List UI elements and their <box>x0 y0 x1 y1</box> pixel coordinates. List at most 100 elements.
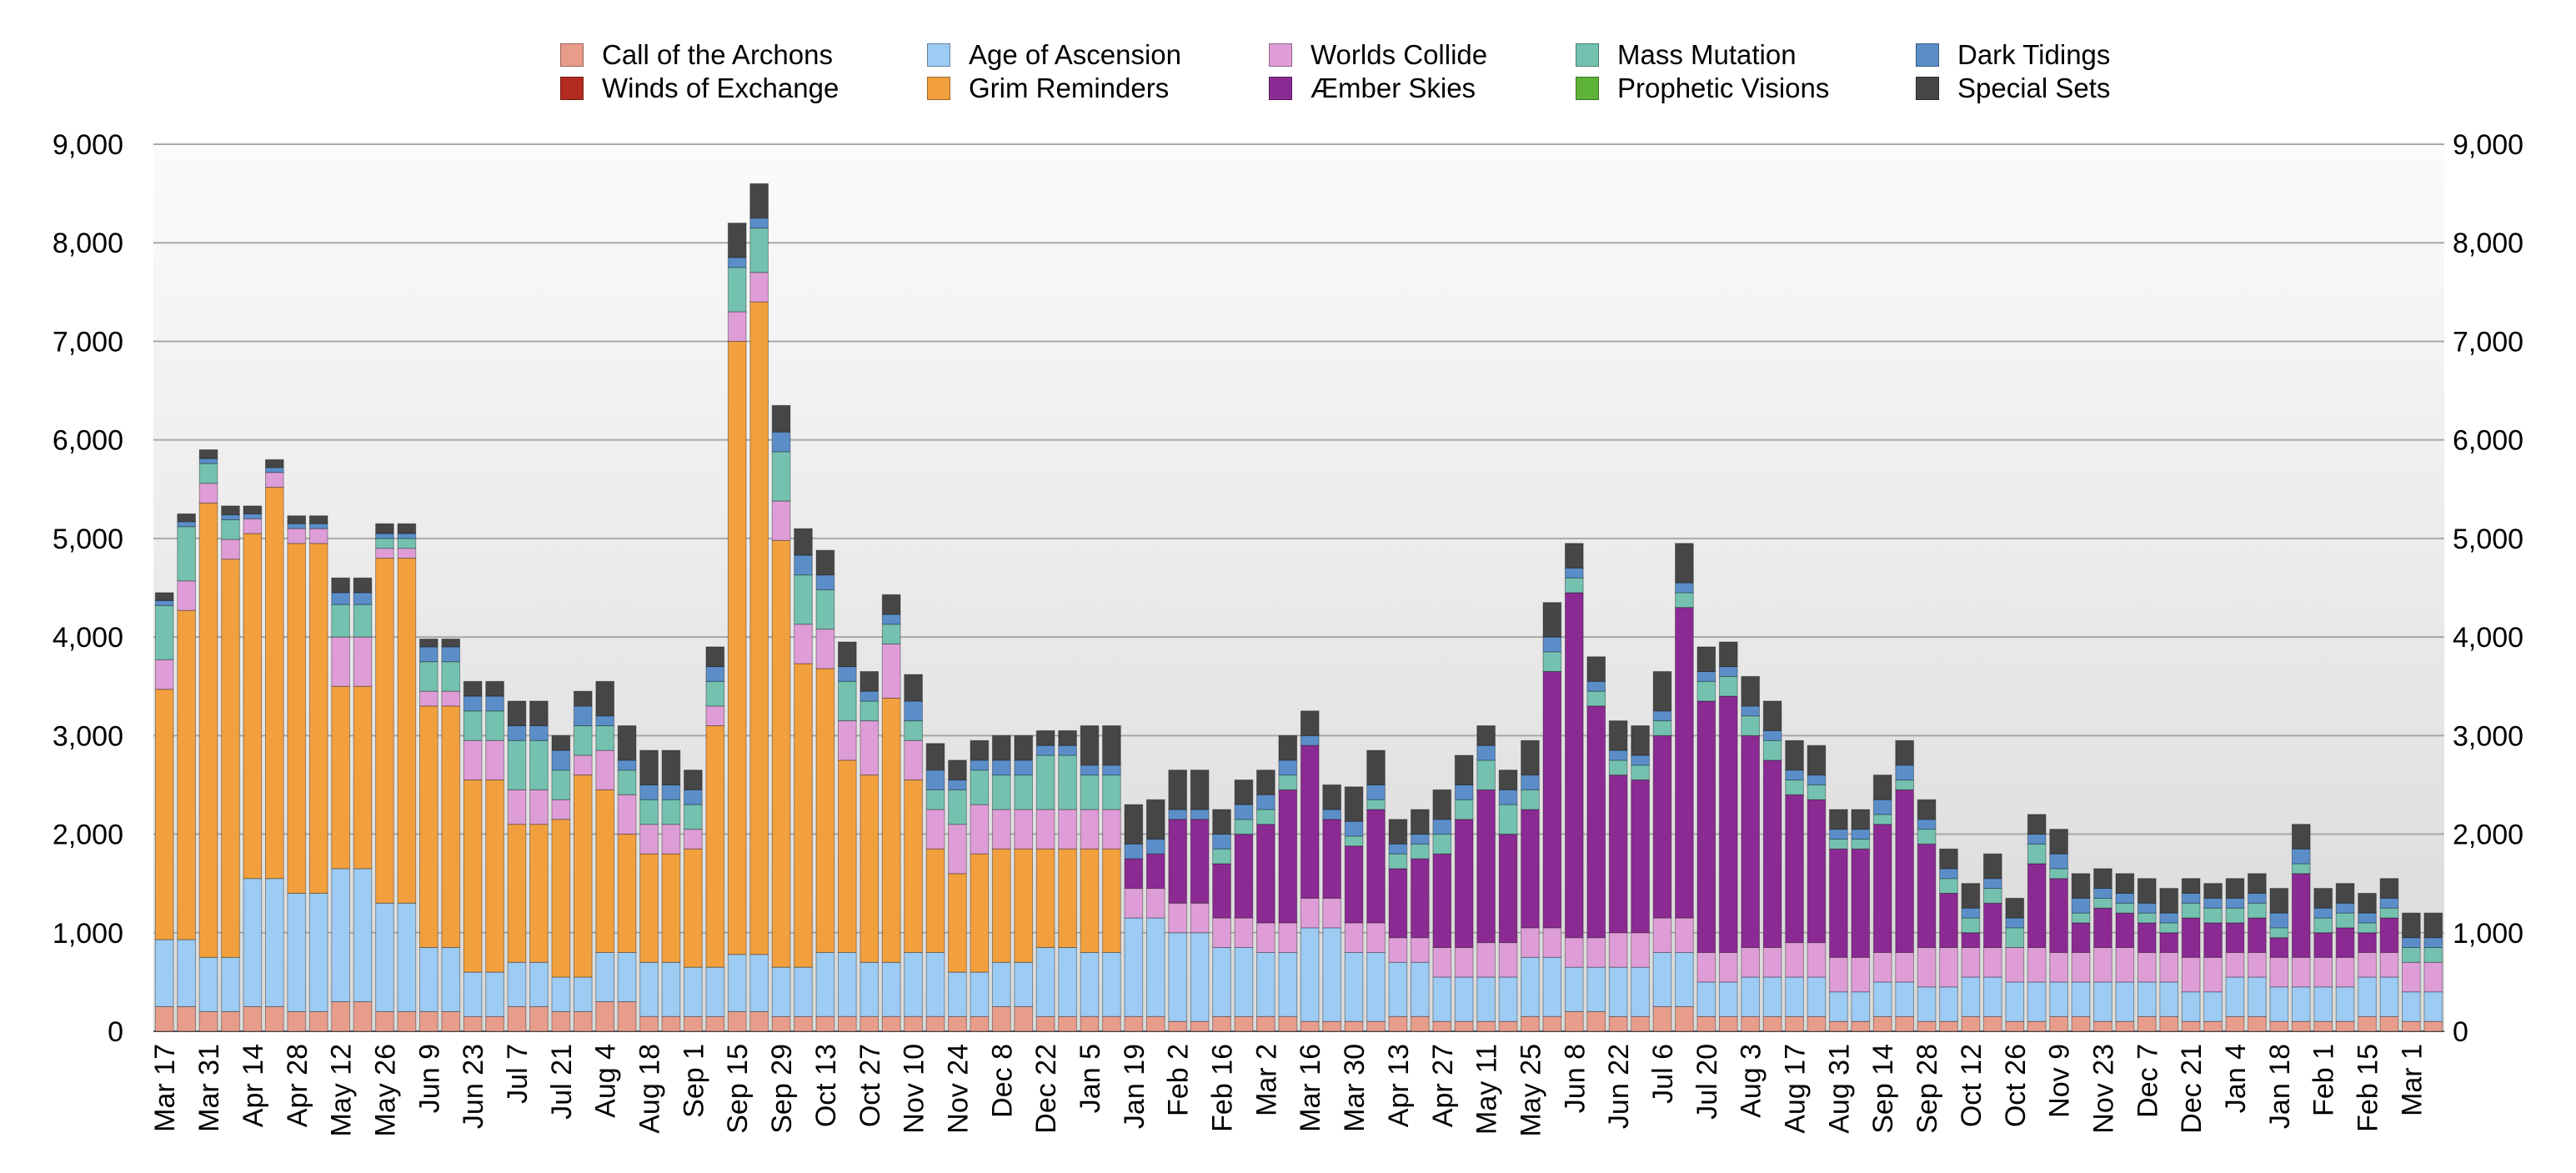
bar-segment <box>1212 848 1231 865</box>
bar-segment <box>1410 961 1430 1017</box>
y-axis-left: 0 1,000 2,000 3,000 4,000 5,000 6,000 7,000 8,00… <box>53 129 123 1048</box>
bar-segment <box>1234 779 1254 805</box>
bar-segment <box>1102 848 1121 953</box>
bar-segment <box>1807 1015 1827 1032</box>
bar-segment <box>2115 947 2135 983</box>
legend-swatch <box>1576 77 1599 100</box>
x-tick-label: Mar 2 <box>1250 1044 1282 1116</box>
bar-segment <box>287 528 307 544</box>
bar-segment <box>1278 922 1298 953</box>
bar-segment <box>2137 922 2157 953</box>
bar-segment <box>2402 947 2421 963</box>
bar-segment <box>595 1001 615 1032</box>
bar-segment <box>441 947 461 1012</box>
bar-segment <box>1521 927 1540 958</box>
bar-segment <box>418 661 439 692</box>
bar-segment <box>1256 1015 1275 1032</box>
bar-stack <box>2005 814 2047 1032</box>
bar-segment <box>2181 878 2201 894</box>
bar-segment <box>815 589 835 630</box>
bar-segment <box>991 759 1011 776</box>
bar-segment <box>1080 764 1100 776</box>
bar-segment <box>1322 1020 1341 1032</box>
bar-segment <box>948 824 967 875</box>
bar-segment <box>1895 739 1914 766</box>
bar-segment <box>1895 789 1914 953</box>
bar-segment <box>2423 1020 2443 1032</box>
bar-segment <box>1300 710 1320 736</box>
bar-segment <box>1124 888 1144 919</box>
bar-segment <box>749 272 769 303</box>
y-tick-label-left: 5,000 <box>53 524 123 555</box>
bar-segment <box>1058 754 1077 810</box>
bar-segment <box>970 1015 990 1032</box>
bar-segment <box>1058 729 1077 746</box>
bar-segment <box>2071 897 2091 914</box>
x-axis: Mar 17 Mar 31 Apr 14 Apr 28 May 12 May 26 Jun … <box>149 1044 2428 1137</box>
bar-stack <box>1388 809 1430 1032</box>
bar-segment <box>705 966 725 1017</box>
bar-segment <box>2379 897 2399 909</box>
x-tick-label: Jun 9 <box>413 1044 445 1113</box>
bar-stack <box>418 638 461 1032</box>
bar-segment <box>705 725 725 968</box>
bar-segment <box>1939 848 1958 870</box>
bar-segment <box>1762 729 1782 741</box>
bar-segment <box>573 754 593 776</box>
bar-segment <box>1982 976 2002 1017</box>
bar-segment <box>815 629 835 669</box>
bar-segment <box>1145 917 1165 1017</box>
bar-segment <box>1035 744 1055 756</box>
bar-segment <box>2203 897 2223 909</box>
bar-segment <box>308 523 328 529</box>
bar-segment <box>2248 976 2267 1017</box>
bar-segment <box>1388 868 1408 939</box>
bar-segment <box>2423 991 2443 1022</box>
bar-segment <box>1014 734 1034 761</box>
bar-segment <box>2225 976 2245 1017</box>
bar-segment <box>991 809 1011 850</box>
legend-label: Æmber Skies <box>1311 73 1476 103</box>
bar-segment <box>1388 843 1408 855</box>
bar-segment <box>2005 1020 2025 1032</box>
bar-segment <box>881 961 901 1017</box>
x-tick-label: Oct 27 <box>854 1044 886 1127</box>
bar-segment <box>2181 991 2201 1022</box>
bar-segment <box>2027 863 2047 949</box>
bar-segment <box>529 1005 549 1032</box>
bar-segment <box>1586 680 1606 692</box>
bar-stack <box>1872 739 1914 1032</box>
bar-segment <box>1982 853 2002 880</box>
bar-segment <box>507 739 527 790</box>
bar-segment <box>1652 670 1672 712</box>
bar-segment <box>1498 789 1518 805</box>
bar-segment <box>397 902 417 1012</box>
legend-item: Winds of Exchange <box>560 72 839 105</box>
bar-segment <box>2269 927 2289 939</box>
bar-segment <box>1300 744 1320 899</box>
y-axis-right: 0 1,000 2,000 3,000 4,000 5,000 6,000 7,000 8,00… <box>2453 129 2523 1048</box>
bar-segment <box>948 789 967 825</box>
bar-segment <box>617 725 637 761</box>
x-tick-label: Jan 19 <box>1119 1044 1150 1129</box>
bar-segment <box>397 558 417 904</box>
bar-segment <box>1058 947 1077 1017</box>
legend-swatch <box>1916 43 1939 67</box>
bar-segment <box>2137 878 2157 904</box>
x-tick-label: Aug 17 <box>1780 1044 1812 1134</box>
bar-segment <box>2093 868 2112 890</box>
bar-segment <box>705 666 725 682</box>
bar-segment <box>1675 951 1694 1007</box>
bar-segment <box>198 502 218 958</box>
bar-segment <box>1785 942 1804 978</box>
bar-segment <box>1102 774 1121 810</box>
bar-segment <box>639 1015 659 1032</box>
bar-stack <box>1741 675 1782 1032</box>
bar-segment <box>1432 947 1452 978</box>
bar-segment <box>639 799 659 825</box>
bar-segment <box>1652 917 1672 953</box>
bar-segment <box>243 505 263 514</box>
bar-segment <box>2203 991 2223 1022</box>
bar-segment <box>2203 956 2223 993</box>
bar-segment <box>1851 1020 1871 1032</box>
